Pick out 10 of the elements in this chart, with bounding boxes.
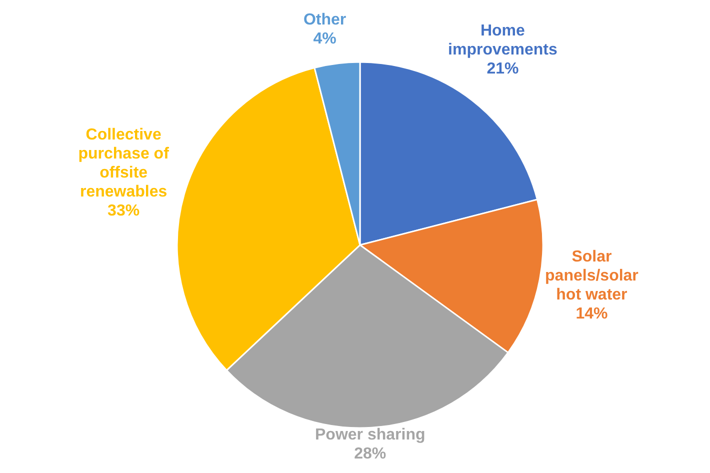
slice-label: Home improvements (448, 22, 558, 58)
data-label: 4% (313, 30, 336, 48)
data-label: 14% (576, 305, 608, 322)
slice-label: Other (303, 11, 346, 28)
slice-label: Solar panels/solar hot water (545, 248, 638, 304)
data-label: 28% (354, 445, 386, 462)
data-label: 21% (486, 60, 519, 78)
slice-label: Power sharing (315, 426, 426, 444)
slice-label: Collective purchase of offsite renewables (78, 126, 170, 201)
data-label: 33% (108, 202, 140, 220)
